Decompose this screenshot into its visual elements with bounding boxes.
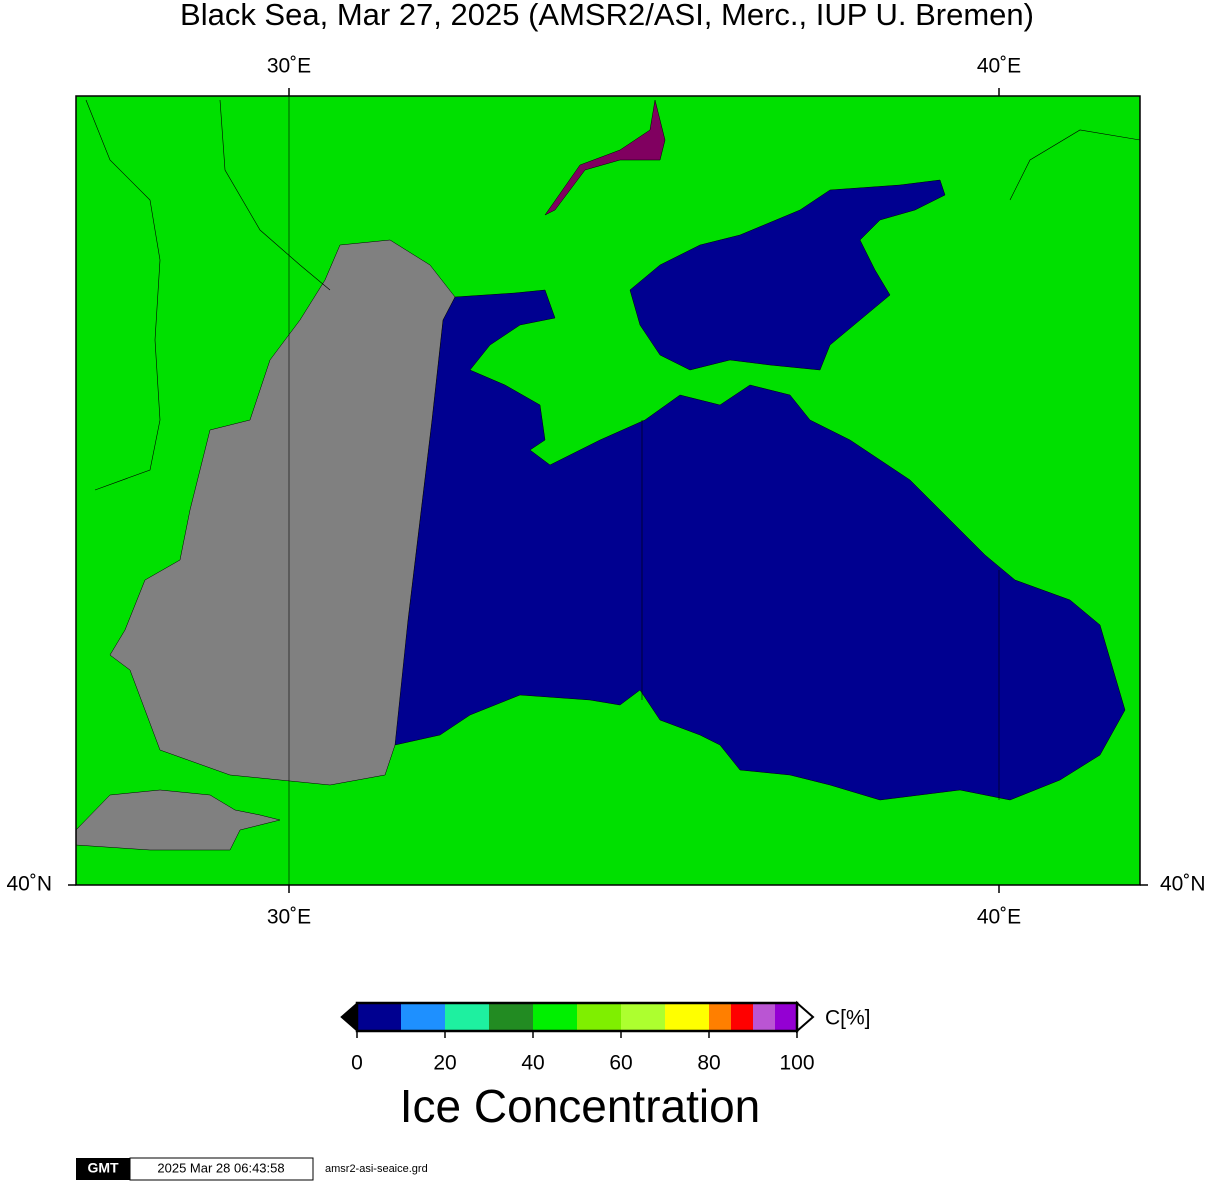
colorbar-high-arrow	[796, 1000, 815, 1034]
sivash	[544, 99, 666, 216]
lat-label: 40˚N	[1160, 873, 1206, 896]
title: Black Sea, Mar 27, 2025 (AMSR2/ASI, Merc…	[180, 0, 1034, 32]
colorbar-segment	[357, 1003, 401, 1031]
sea	[394, 289, 1126, 801]
no-data-area	[109, 239, 456, 786]
colorbar-label: C[%]	[825, 1007, 871, 1030]
colorbar-segment	[775, 1003, 797, 1031]
colorbar-low-arrow	[340, 1001, 358, 1033]
lon-label: 30˚E	[267, 55, 311, 78]
colorbar-tick-label: 40	[521, 1052, 544, 1075]
colorbar-segment	[753, 1003, 775, 1031]
colorbar-segment	[401, 1003, 445, 1031]
colorbar-segment	[533, 1003, 577, 1031]
lon-label: 30˚E	[267, 906, 311, 929]
footer: GMT 2025 Mar 28 06:43:58 amsr2-asi-seaic…	[76, 1157, 428, 1181]
marmara	[75, 789, 281, 851]
lat-label: 40˚N	[6, 873, 52, 896]
colorbar-tick-label: 80	[697, 1052, 720, 1075]
logo-box	[76, 1158, 130, 1180]
colorbar-segment	[489, 1003, 533, 1031]
map	[75, 95, 1141, 886]
colorbar-segment	[621, 1003, 665, 1031]
azov-sea	[629, 179, 946, 371]
colorbar-tick-label: 20	[433, 1052, 456, 1075]
colorbar-segment	[731, 1003, 753, 1031]
colorbar-segment	[709, 1003, 731, 1031]
colorbar-frame	[355, 1001, 799, 1033]
timestamp: 2025 Mar 28 06:43:58	[157, 1160, 284, 1175]
colorbar-tick-label: 60	[609, 1052, 632, 1075]
lon-label: 40˚E	[977, 55, 1021, 78]
colorbar-segment	[445, 1003, 489, 1031]
colorbar-segment	[577, 1003, 621, 1031]
colorbar-tick-label: 100	[779, 1052, 814, 1075]
lon-label: 40˚E	[977, 906, 1021, 929]
timestamp-box	[129, 1157, 314, 1181]
colorbar-segment	[665, 1003, 709, 1031]
colorbar-title: Ice Concentration	[400, 1080, 761, 1132]
filename: amsr2-asi-seaice.grd	[325, 1163, 428, 1175]
frame	[75, 95, 1141, 886]
colorbar-tick-label: 0	[351, 1052, 363, 1075]
logo: GMT	[87, 1160, 119, 1176]
